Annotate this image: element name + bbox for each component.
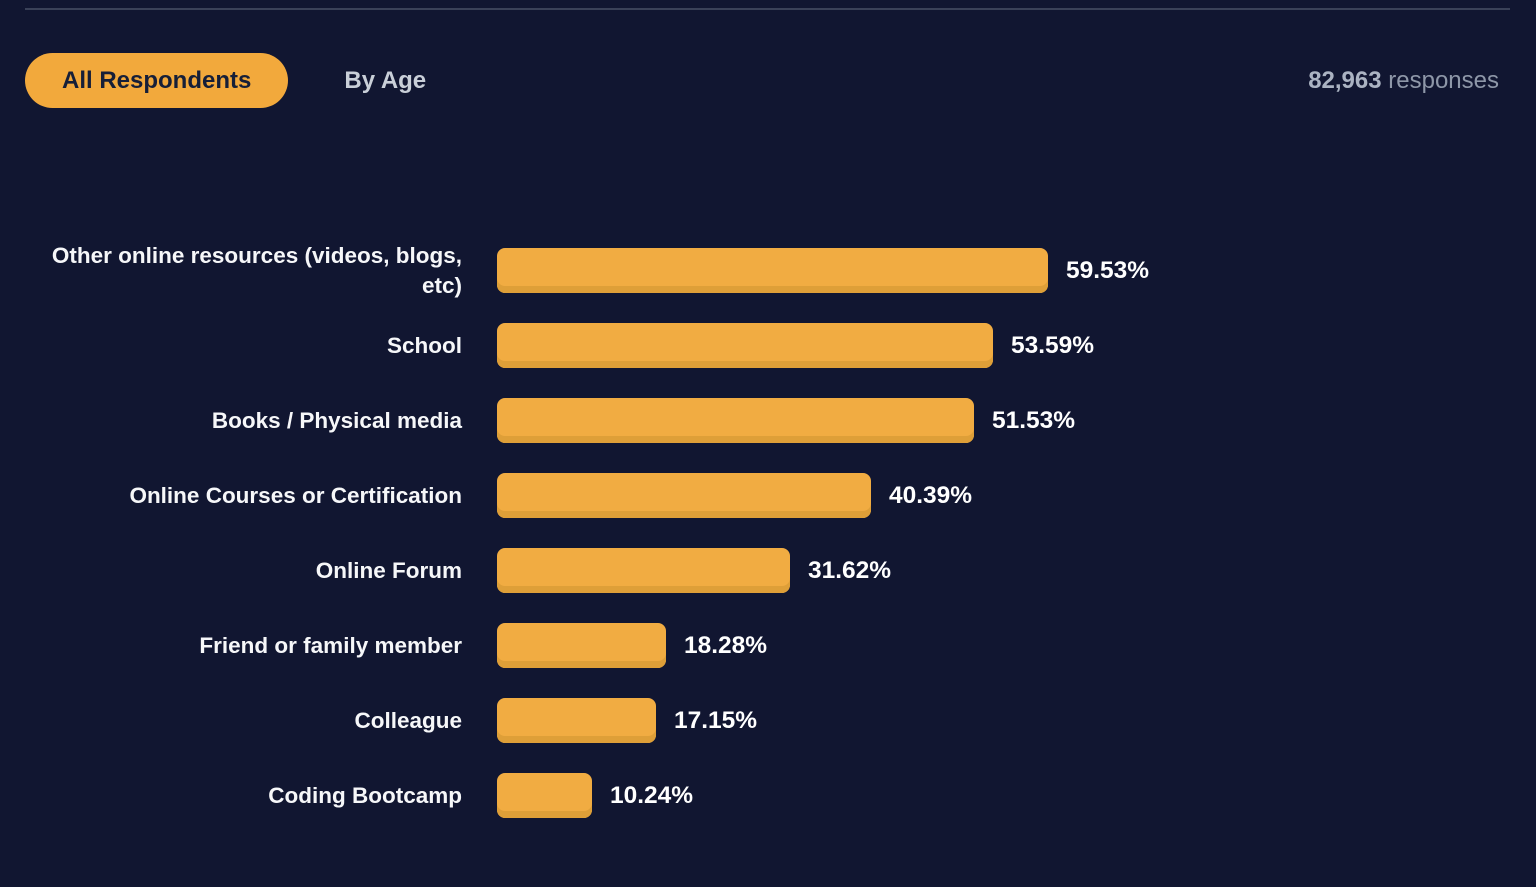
bar-row: School 53.59% (25, 308, 1511, 383)
bar-chart: Other online resources (videos, blogs, e… (25, 233, 1511, 833)
top-divider (25, 8, 1510, 10)
bar-row: Online Forum 31.62% (25, 533, 1511, 608)
category-label: Books / Physical media (211, 407, 462, 433)
chart-header: All Respondents By Age 82,963 responses (25, 53, 1499, 108)
category-label: Colleague (354, 707, 462, 733)
bar-track: 40.39% (497, 473, 1511, 518)
bar-track: 18.28% (497, 623, 1511, 668)
responses-count: 82,963 (1308, 66, 1382, 94)
bar[interactable] (497, 698, 656, 743)
tab-all-respondents[interactable]: All Respondents (25, 53, 289, 108)
bar-row: Coding Bootcamp 10.24% (25, 758, 1511, 833)
bar[interactable] (497, 398, 974, 443)
responses-label: responses (1381, 66, 1499, 94)
bar-row: Online Courses or Certification 40.39% (25, 458, 1511, 533)
bar-row: Other online resources (videos, blogs, e… (25, 233, 1511, 308)
bar-track: 59.53% (497, 248, 1511, 293)
value-label: 51.53% (992, 406, 1076, 434)
value-label: 53.59% (1011, 331, 1095, 359)
bar-track: 10.24% (497, 773, 1511, 818)
value-label: 10.24% (610, 781, 694, 809)
bar-track: 31.62% (497, 548, 1511, 593)
value-label: 18.28% (684, 631, 768, 659)
bar-track: 51.53% (497, 398, 1511, 443)
value-label: 17.15% (674, 706, 758, 734)
value-label: 40.39% (889, 481, 973, 509)
bar[interactable] (497, 473, 871, 518)
bar-row: Books / Physical media 51.53% (25, 383, 1511, 458)
bar-row: Friend or family member 18.28% (25, 608, 1511, 683)
bar-track: 17.15% (497, 698, 1511, 743)
bar[interactable] (497, 623, 666, 668)
value-label: 59.53% (1066, 256, 1150, 284)
bar-track: 53.59% (497, 323, 1511, 368)
bar[interactable] (497, 548, 790, 593)
bar[interactable] (497, 323, 993, 368)
responses-total: 82,963 responses (1308, 67, 1499, 95)
category-label: School (386, 332, 462, 358)
category-label: Coding Bootcamp (268, 782, 462, 808)
tab-by-age[interactable]: By Age (344, 66, 427, 94)
bar[interactable] (497, 248, 1048, 293)
category-label: Online Courses or Certification (129, 482, 462, 508)
category-label: Other online resources (videos, blogs, e… (51, 242, 462, 298)
bar[interactable] (497, 773, 592, 818)
value-label: 31.62% (808, 556, 892, 584)
category-label: Friend or family member (199, 632, 462, 658)
bar-row: Colleague 17.15% (25, 683, 1511, 758)
category-label: Online Forum (315, 557, 462, 583)
